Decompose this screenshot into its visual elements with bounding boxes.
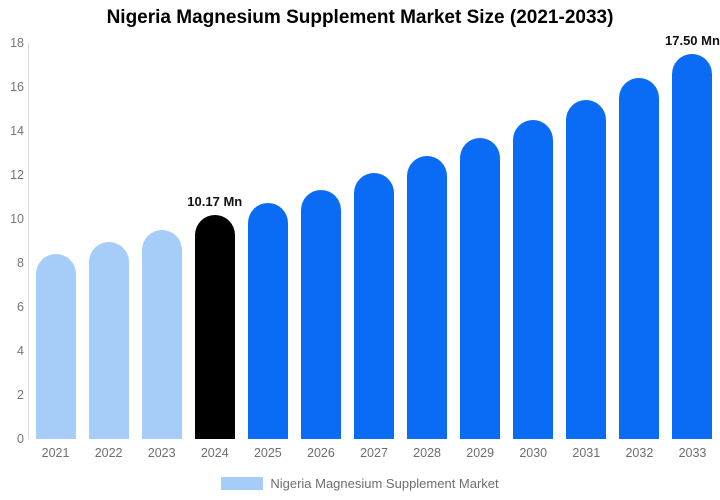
- legend-label: Nigeria Magnesium Supplement Market: [270, 475, 499, 491]
- bar-2028[interactable]: [407, 155, 448, 439]
- x-tick-label-2022: 2022: [94, 446, 123, 460]
- bar-2030[interactable]: [513, 120, 554, 439]
- bar-2021[interactable]: [35, 254, 76, 439]
- bar-slot: [401, 43, 454, 439]
- x-axis-tick-labels: 2021 2022 2023 2024 2025 2026 2027 2028 2029 2030…: [29, 446, 719, 460]
- y-tick-label-14: 14: [10, 124, 24, 138]
- bar-2027[interactable]: [354, 173, 394, 439]
- bar-2025[interactable]: [247, 203, 288, 439]
- y-tick-label-8: 8: [17, 256, 24, 270]
- y-tick-label-2: 2: [17, 388, 24, 402]
- x-tick-label-2029: 2029: [466, 446, 495, 460]
- x-tick-label-2027: 2027: [360, 446, 388, 460]
- bar-2024[interactable]: [194, 215, 235, 439]
- bar-slot: [560, 43, 613, 439]
- bar-slot: [135, 43, 188, 439]
- bar-slot: [507, 43, 560, 439]
- y-tick-label-18: 18: [10, 36, 24, 50]
- x-tick-label-2033: 2033: [678, 446, 707, 460]
- x-tick-label-2030: 2030: [519, 446, 548, 460]
- bar-slot: 17.50 Mn: [665, 33, 720, 439]
- bar-2026[interactable]: [300, 189, 341, 439]
- x-tick-label-2031: 2031: [572, 446, 601, 460]
- bar-slot: [613, 43, 666, 439]
- bar-slot: 10.17 Mn: [187, 43, 243, 439]
- x-tick-label-2023: 2023: [147, 446, 176, 460]
- legend-swatch: [221, 476, 264, 490]
- legend-item[interactable]: Nigeria Magnesium Supplement Market: [0, 473, 720, 493]
- bar-value-label: 10.17 Mn: [187, 194, 243, 210]
- bar-slot: [347, 43, 400, 439]
- bar-2029[interactable]: [460, 138, 501, 439]
- y-tick-label-6: 6: [17, 300, 24, 314]
- plot-area: 0 2 4 6 8 10 12 14 16 18 10.17 Mn 17.50 Mn 2021 202…: [10, 33, 720, 460]
- bar-2033[interactable]: [672, 54, 713, 439]
- y-tick-label-0: 0: [17, 432, 24, 446]
- bar-slot: [82, 43, 135, 439]
- bar-2022[interactable]: [88, 242, 129, 439]
- x-tick-label-2026: 2026: [307, 446, 335, 460]
- x-tick-label-2021: 2021: [41, 446, 70, 460]
- x-tick-label-2032: 2032: [625, 446, 654, 460]
- bars-row: 10.17 Mn 17.50 Mn: [29, 33, 720, 439]
- x-tick-label-2024: 2024: [200, 446, 229, 460]
- bar-slot: [454, 43, 507, 439]
- y-tick-label-10: 10: [10, 212, 24, 226]
- y-tick-label-12: 12: [10, 168, 24, 182]
- x-tick-label-2028: 2028: [413, 446, 441, 460]
- bar-2032[interactable]: [619, 77, 660, 439]
- x-tick-label-2025: 2025: [253, 446, 282, 460]
- bar-2023[interactable]: [141, 230, 182, 439]
- y-axis-tick-labels: 0 2 4 6 8 10 12 14 16 18: [1, 36, 24, 446]
- chart-title: Nigeria Magnesium Supplement Market Size…: [106, 7, 614, 28]
- bar-slot: [29, 43, 82, 439]
- bar-2031[interactable]: [566, 100, 607, 439]
- bar-slot: [294, 43, 347, 439]
- y-tick-label-4: 4: [17, 344, 24, 358]
- bar-value-label: 17.50 Mn: [665, 33, 720, 48]
- y-tick-label-16: 16: [10, 80, 24, 94]
- bar-slot: [241, 43, 294, 439]
